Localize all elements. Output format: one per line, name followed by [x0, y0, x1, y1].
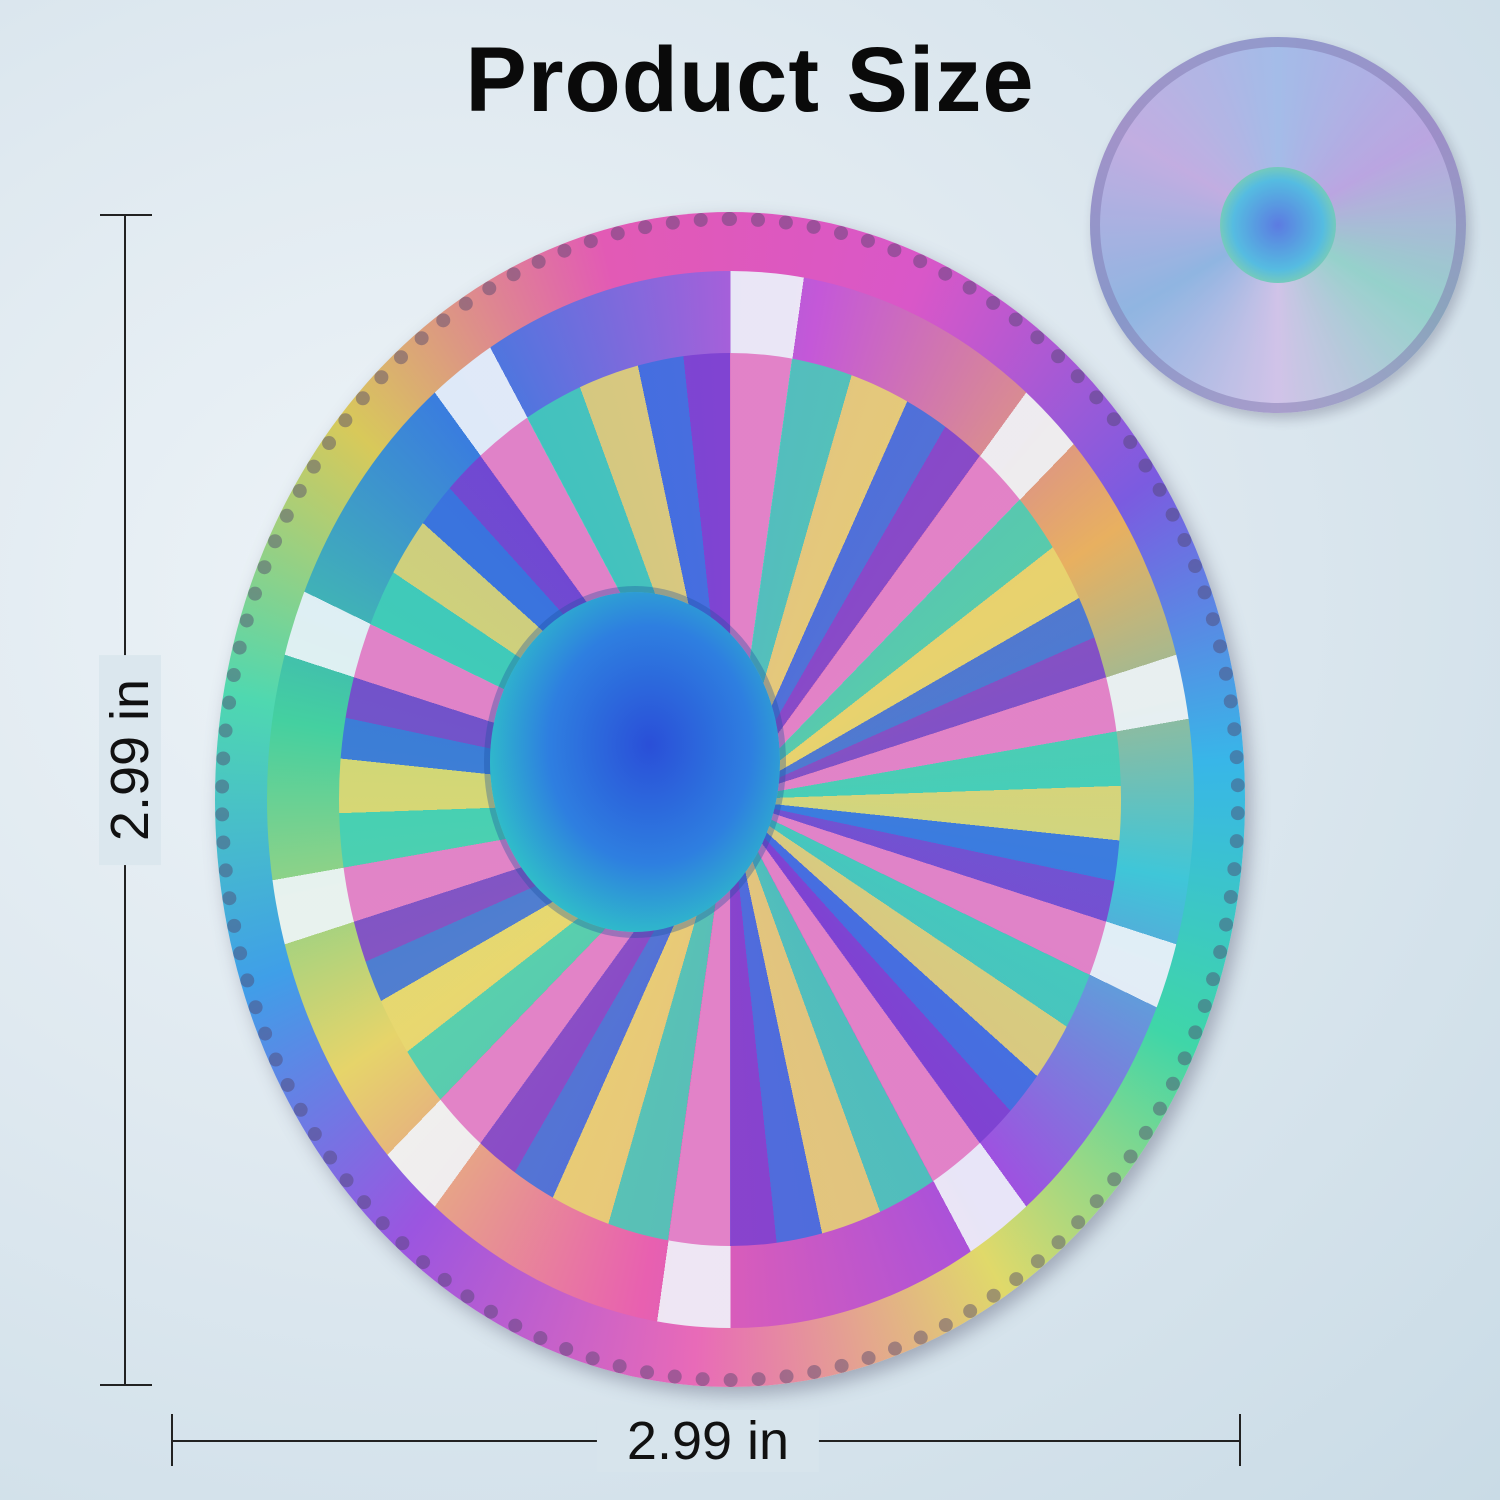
- height-dimension-cap-top: [100, 214, 152, 216]
- spinning-spinner-image: [1090, 37, 1466, 413]
- page-title: Product Size: [465, 29, 1035, 131]
- width-label: 2.99 in: [596, 1410, 820, 1472]
- width-dimension-cap-left: [171, 1414, 173, 1466]
- width-dimension-cap-right: [1239, 1414, 1241, 1466]
- fidget-spinner-image: [215, 212, 1245, 1387]
- height-label: 2.99 in: [99, 654, 161, 866]
- spinner-hub: [1220, 167, 1336, 283]
- spinner-hub: [490, 592, 780, 932]
- height-dimension-cap-bottom: [100, 1384, 152, 1386]
